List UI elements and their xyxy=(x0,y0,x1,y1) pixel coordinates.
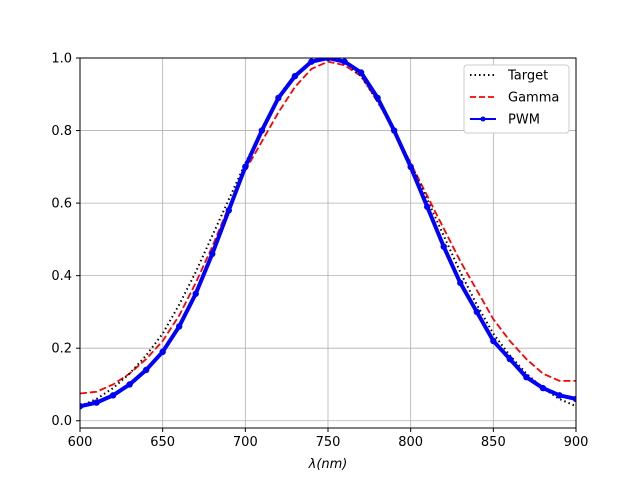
series-point-pwm xyxy=(357,69,365,76)
x-axis-label: λ(nm) xyxy=(308,457,348,472)
series-point-pwm xyxy=(225,207,232,214)
x-tick-label: 750 xyxy=(316,435,341,450)
series-point-pwm xyxy=(506,355,514,363)
series-point-pwm xyxy=(457,279,464,287)
series-point-pwm xyxy=(440,243,447,250)
series-point-pwm xyxy=(176,323,183,330)
series-point-pwm xyxy=(142,366,150,374)
series-point-pwm xyxy=(572,395,576,403)
series-point-pwm xyxy=(109,392,117,399)
series-point-pwm xyxy=(93,399,100,406)
series-point-pwm xyxy=(407,163,414,171)
series-point-pwm xyxy=(390,127,398,134)
series-point-pwm xyxy=(374,94,381,102)
y-tick-label: 0.8 xyxy=(51,124,72,139)
series-point-pwm xyxy=(80,403,84,410)
series-point-pwm xyxy=(258,127,266,134)
x-tick-label: 700 xyxy=(233,435,258,450)
x-tick-label: 900 xyxy=(564,435,589,450)
y-tick-label: 0.6 xyxy=(51,197,72,212)
series-point-pwm xyxy=(275,94,282,102)
legend-label-pwm: PWM xyxy=(508,113,540,128)
x-tick-label: 650 xyxy=(150,435,175,450)
series-point-pwm xyxy=(523,374,530,381)
y-tick-label: 0.0 xyxy=(51,414,72,429)
legend-marker-pwm xyxy=(480,116,486,122)
series-layer xyxy=(80,58,576,410)
series-point-pwm xyxy=(126,381,133,388)
legend-box xyxy=(463,64,570,134)
series-point-pwm xyxy=(490,337,497,345)
series-point-pwm xyxy=(242,163,249,171)
x-tick-label: 800 xyxy=(398,435,423,450)
x-tick-label: 850 xyxy=(481,435,506,450)
series-point-pwm xyxy=(473,308,480,316)
legend-label-target: Target xyxy=(507,69,548,84)
series-point-pwm xyxy=(556,392,563,399)
x-tick-label: 600 xyxy=(68,435,93,450)
series-point-pwm xyxy=(308,58,315,65)
series-point-pwm xyxy=(291,72,299,80)
series-point-pwm xyxy=(324,58,332,62)
y-tick-label: 0.4 xyxy=(51,269,72,284)
series-point-pwm xyxy=(539,384,547,392)
series-line-target xyxy=(80,58,576,408)
series-line-gamma xyxy=(80,60,576,395)
legend: Target Gamma PWM xyxy=(463,64,570,134)
legend-label-gamma: Gamma xyxy=(508,91,559,106)
y-tick-label: 0.2 xyxy=(51,342,72,357)
y-tick-label: 1.0 xyxy=(51,52,72,67)
ticks: 600 650 700 750 800 850 900 0.0 0.2 0.4 0.6 0.8 1.0 xyxy=(51,52,588,451)
series-point-pwm xyxy=(424,203,431,210)
series-point-pwm xyxy=(341,58,348,65)
series-point-pwm xyxy=(209,250,216,258)
series-point-pwm xyxy=(159,348,166,356)
series-point-pwm xyxy=(192,290,199,297)
